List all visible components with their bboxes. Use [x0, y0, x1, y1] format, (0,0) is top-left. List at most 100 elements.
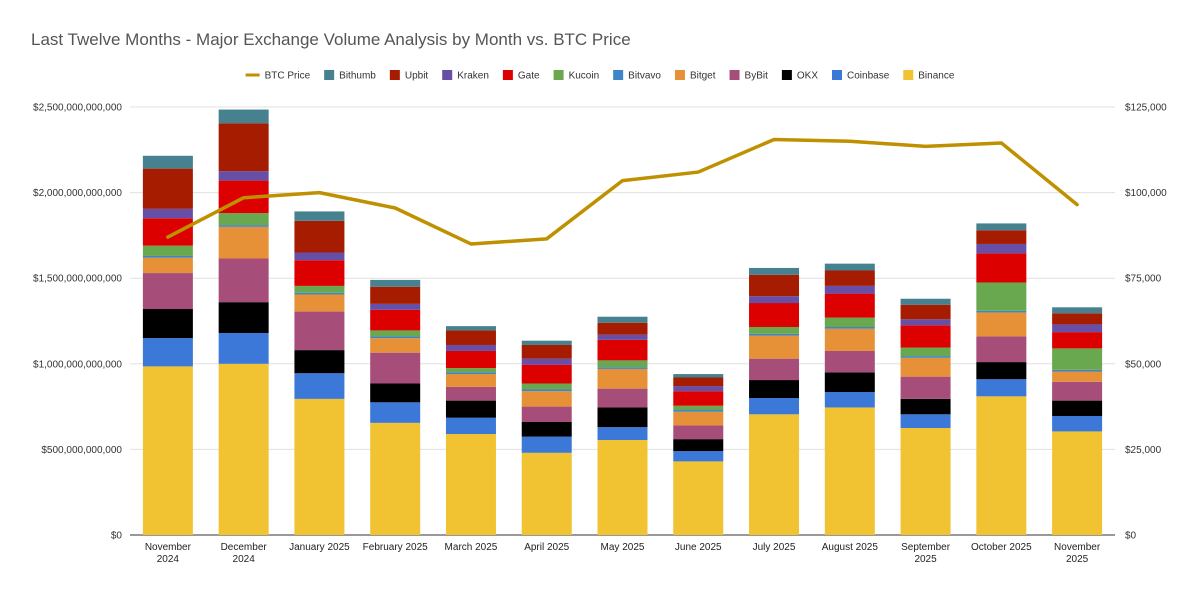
bar-segment-coinbase: Coinbase — [294, 373, 345, 399]
bar-segment-okx: OKX — [218, 302, 269, 333]
bar-segment-bitvavo: Bitvavo — [824, 326, 875, 329]
bar-segment-kraken: Kraken — [976, 243, 1027, 254]
bar-segment-bitget: Bitget — [142, 257, 193, 274]
bar-segment-okx: OKX — [142, 309, 193, 339]
bar-segment-upbit: Upbit — [824, 270, 875, 286]
bar-segment-bybit: ByBit — [445, 386, 496, 401]
legend-swatch-upbit — [389, 70, 400, 80]
bar-segment-gate: Gate — [673, 391, 724, 406]
bar-segment-bitvavo: Bitvavo — [294, 292, 345, 295]
bar-segment-bitget: Bitget — [824, 328, 875, 351]
bar-segment-okx: OKX — [597, 407, 648, 428]
bar-segment-okx: OKX — [445, 400, 496, 418]
x-axis-tick-label: 2024 — [157, 554, 180, 565]
bar-segment-bybit: ByBit — [294, 311, 345, 351]
bar-segment-kraken: Kraken — [597, 334, 648, 340]
btc-price-point — [546, 238, 548, 240]
bar-segment-gate: Gate — [142, 218, 193, 246]
bar-segment-upbit: Upbit — [976, 230, 1027, 244]
bar-segment-upbit: Upbit — [597, 322, 648, 335]
bar-segment-upbit: Upbit — [1052, 313, 1103, 325]
x-axis-tick-label: 2024 — [233, 554, 256, 565]
x-axis-tick-label: June 2025 — [675, 542, 722, 553]
bar-segment-gate: Gate — [749, 303, 800, 327]
bar-segment-bitvavo: Bitvavo — [900, 356, 951, 358]
bar-segment-bitvavo: Bitvavo — [976, 310, 1027, 313]
x-axis-tick-label: December — [221, 542, 268, 553]
bar-segment-bybit: ByBit — [597, 388, 648, 408]
bar-segment-bybit: ByBit — [370, 352, 421, 384]
bar-segment-bithumb: Bithumb — [673, 374, 724, 378]
bar-segment-bitget: Bitget — [673, 411, 724, 426]
bar-segment-coinbase: Coinbase — [142, 338, 193, 367]
legend: BTC Price Bithumb Upbit Kraken Gate Kucoin Bit… — [245, 70, 955, 82]
bar-segment-kucoin: Kucoin — [597, 360, 648, 368]
bar-segment-coinbase: Coinbase — [218, 332, 269, 364]
bar-segment-kraken: Kraken — [521, 358, 572, 365]
bar-segment-gate: Gate — [976, 253, 1027, 283]
bar-segment-gate: Gate — [445, 350, 496, 369]
legend-label: Gate — [518, 71, 540, 82]
bar-segment-bitvavo: Bitvavo — [445, 372, 496, 375]
bar-segment-bybit: ByBit — [824, 350, 875, 373]
bar-segment-coinbase: Coinbase — [1052, 416, 1103, 432]
bar-segment-bybit: ByBit — [142, 273, 193, 310]
x-axis-tick-label: March 2025 — [445, 542, 498, 553]
x-axis-tick-label: November — [1054, 542, 1101, 553]
left-axis: $0 $500,000,000,000 $1,000,000,000,000 $1,5… — [33, 103, 122, 542]
bar-segment-binance: Binance — [673, 461, 724, 535]
bar-segment-bithumb: Bithumb — [218, 109, 269, 124]
btc-price-point — [1000, 142, 1002, 144]
bar-segment-bybit: ByBit — [900, 376, 951, 399]
left-axis-tick-label: $500,000,000,000 — [41, 445, 122, 456]
bar-segment-okx: OKX — [749, 380, 800, 399]
left-axis-tick-label: $0 — [111, 531, 123, 542]
bar-segment-bitvavo: Bitvavo — [673, 410, 724, 412]
x-axis-tick-label: November — [145, 542, 192, 553]
bar-segment-gate: Gate — [1052, 332, 1103, 349]
bar-segment-upbit: Upbit — [900, 304, 951, 320]
bar-segment-kucoin: Kucoin — [673, 405, 724, 411]
btc-price-point — [243, 197, 245, 199]
chart-title: Last Twelve Months - Major Exchange Volu… — [31, 30, 631, 49]
btc-price-point — [1076, 204, 1078, 206]
bar-segment-gate: Gate — [294, 260, 345, 286]
bar-segment-bitvavo: Bitvavo — [142, 255, 193, 258]
btc-price-line-layer — [166, 137, 1079, 246]
right-axis-tick-label: $125,000 — [1125, 103, 1167, 114]
x-axis-tick-label: 2025 — [1066, 554, 1089, 565]
legend-label: Kraken — [457, 71, 489, 82]
bar-segment-binance: Binance — [370, 422, 421, 535]
legend-swatch-kraken — [442, 70, 453, 80]
bar-segment-coinbase: Coinbase — [597, 427, 648, 440]
bar-segment-gate: Gate — [521, 364, 572, 384]
legend-swatch-bybit — [729, 70, 740, 80]
left-axis-tick-label: $2,000,000,000,000 — [33, 188, 122, 199]
bar-segment-upbit: Upbit — [370, 286, 421, 304]
bar-segment-okx: OKX — [294, 350, 345, 374]
bar-segment-okx: OKX — [976, 362, 1027, 380]
bar-segment-bithumb: Bithumb — [1052, 307, 1103, 314]
right-axis-tick-label: $100,000 — [1125, 188, 1167, 199]
right-axis: $0 $25,000 $50,000 $75,000 $100,000 $125,000 — [1125, 103, 1167, 542]
legend-label: BTC Price — [265, 71, 311, 82]
bar-segment-upbit: Upbit — [445, 330, 496, 345]
bar-segment-bybit: ByBit — [976, 336, 1027, 363]
legend-label: Coinbase — [847, 71, 890, 82]
bar-segment-gate: Gate — [597, 339, 648, 361]
bar-segment-coinbase: Coinbase — [521, 436, 572, 453]
bar-segment-bitget: Bitget — [294, 294, 345, 312]
bar-segment-bithumb: Bithumb — [824, 263, 875, 271]
bar-segment-bitvavo: Bitvavo — [1052, 369, 1103, 372]
bar-segment-coinbase: Coinbase — [900, 414, 951, 428]
bar-segment-bitget: Bitget — [370, 338, 421, 353]
legend-swatch-kucoin — [553, 70, 564, 80]
x-axis-tick-label: February 2025 — [363, 542, 428, 553]
bar-segment-coinbase: Coinbase — [749, 398, 800, 415]
bar-segment-kraken: Kraken — [900, 319, 951, 326]
bar-segment-okx: OKX — [673, 439, 724, 452]
bar-segment-upbit: Upbit — [749, 274, 800, 297]
bar-segment-kucoin: Kucoin — [142, 245, 193, 256]
